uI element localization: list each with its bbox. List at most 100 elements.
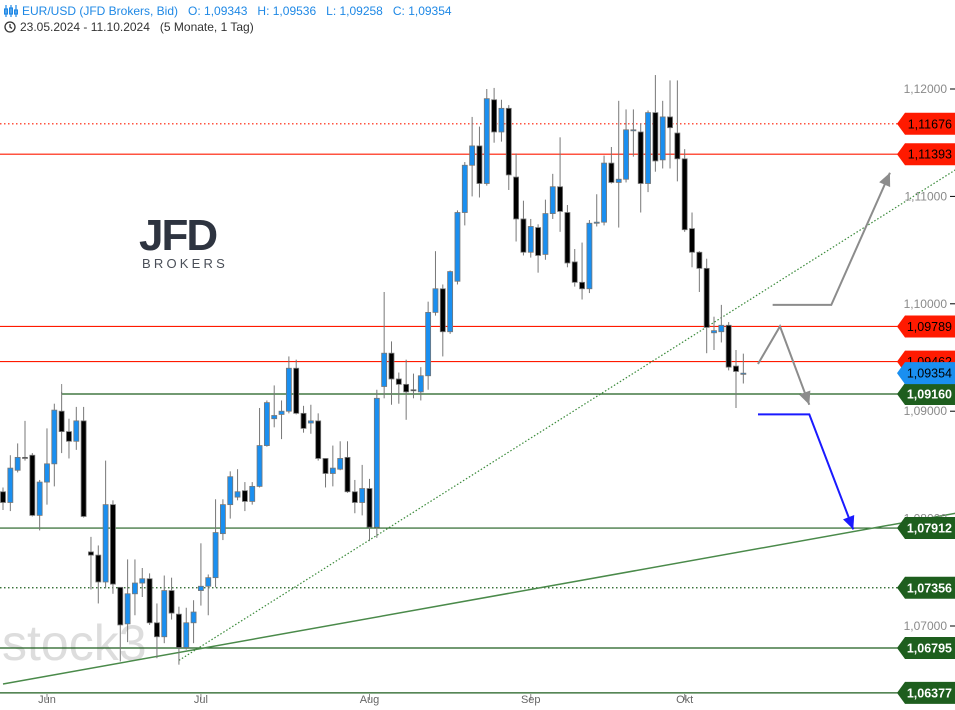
candle-body bbox=[476, 145, 483, 184]
candle bbox=[564, 204, 571, 268]
candle-body bbox=[659, 116, 666, 161]
candle-body bbox=[564, 212, 571, 264]
level-tag: 1,11393 bbox=[897, 143, 955, 166]
candle bbox=[241, 482, 248, 512]
candle-body bbox=[527, 226, 534, 253]
jfd-logo: JFD BROKERS bbox=[139, 211, 225, 271]
bearish-scenario-arrow-head bbox=[843, 515, 855, 530]
candle bbox=[689, 212, 695, 268]
price-tick-label: 1,09000 bbox=[904, 404, 948, 418]
candle bbox=[183, 607, 190, 650]
candle-body bbox=[689, 228, 695, 253]
candle bbox=[102, 460, 109, 589]
candle bbox=[373, 389, 380, 538]
candle bbox=[535, 224, 541, 273]
candle-body bbox=[271, 415, 278, 420]
candle bbox=[205, 574, 212, 616]
price-tick-label: 1,10000 bbox=[904, 297, 948, 311]
candle-body bbox=[329, 467, 336, 474]
candle bbox=[659, 100, 666, 169]
candle-body bbox=[645, 112, 651, 184]
candle-body bbox=[388, 352, 395, 380]
last-price-tag: 1,09354 bbox=[897, 362, 955, 385]
level-tags: 1,116761,113931,097891,094621,091601,079… bbox=[897, 112, 955, 704]
candle-body bbox=[417, 375, 424, 393]
candle bbox=[7, 455, 14, 512]
date-tick-label: Okt bbox=[676, 694, 693, 706]
candle-body bbox=[219, 504, 226, 535]
candle-body bbox=[161, 590, 168, 638]
candle bbox=[359, 464, 366, 516]
level-tag-text: 1,09789 bbox=[907, 320, 952, 334]
candle-body bbox=[95, 554, 102, 583]
candle-body bbox=[381, 352, 388, 387]
candle-body bbox=[198, 585, 204, 591]
level-tag-bg bbox=[897, 637, 955, 660]
candle-body bbox=[373, 397, 380, 528]
candle bbox=[227, 471, 234, 519]
candle-body bbox=[483, 98, 490, 184]
pullback-scenario-arrow bbox=[757, 324, 811, 406]
price-tick-label: 1,07000 bbox=[904, 619, 948, 633]
candle bbox=[718, 304, 725, 343]
candle bbox=[337, 441, 344, 471]
level-tag-text: 1,06795 bbox=[907, 642, 952, 656]
time-axis[interactable]: Jun Jul Aug Sep Okt bbox=[38, 694, 693, 706]
candle bbox=[154, 603, 160, 659]
level-tag: 1,09789 bbox=[897, 315, 955, 338]
level-tag-bg bbox=[897, 315, 955, 338]
candle-body bbox=[80, 420, 87, 517]
bullish-scenario-arrow bbox=[772, 172, 891, 306]
candle-body bbox=[227, 476, 234, 506]
bullish-scenario-arrow-head bbox=[879, 172, 891, 188]
candle-body bbox=[139, 578, 146, 584]
level-tag-text: 1,11393 bbox=[908, 148, 952, 162]
candle-body bbox=[513, 176, 519, 220]
candle bbox=[520, 200, 527, 256]
high-value: H: 1,09536 bbox=[257, 4, 317, 18]
symbol-line: EUR/USD (JFD Brokers, Bid) O: 1,09343 H:… bbox=[4, 3, 452, 19]
candle bbox=[344, 441, 351, 493]
candle-body bbox=[132, 582, 138, 595]
candle-body bbox=[447, 271, 454, 333]
scenario-arrows bbox=[757, 172, 891, 530]
symbol-name[interactable]: EUR/USD (JFD Brokers, Bid) bbox=[22, 4, 179, 18]
candle-body bbox=[44, 463, 50, 483]
candle bbox=[219, 499, 226, 541]
candle bbox=[198, 543, 204, 606]
candle bbox=[58, 391, 65, 454]
level-tag-text: 1,06377 bbox=[907, 686, 952, 700]
candle bbox=[542, 199, 549, 260]
candle-body bbox=[256, 445, 263, 487]
candle bbox=[285, 356, 292, 414]
candle bbox=[586, 220, 593, 294]
logo-brand: JFD bbox=[139, 211, 216, 260]
candle bbox=[491, 87, 498, 143]
low-value: L: 1,09258 bbox=[326, 4, 383, 18]
candle-body bbox=[542, 213, 549, 255]
candle-body bbox=[241, 490, 248, 502]
candle bbox=[212, 499, 219, 588]
candle-body bbox=[190, 611, 197, 624]
candle-body bbox=[351, 491, 358, 503]
date-tick-label: Aug bbox=[360, 694, 380, 706]
level-tag-text: 1,07912 bbox=[907, 522, 952, 536]
candle-body bbox=[505, 107, 512, 176]
candle bbox=[703, 258, 710, 354]
level-tag: 1,07912 bbox=[897, 517, 955, 540]
candle bbox=[667, 80, 673, 169]
candle bbox=[176, 606, 182, 665]
candle-body bbox=[718, 324, 725, 333]
level-tag-bg bbox=[897, 517, 955, 540]
candle-body bbox=[593, 221, 600, 224]
candle bbox=[549, 173, 556, 219]
candle-body bbox=[307, 420, 314, 424]
candle bbox=[447, 270, 454, 334]
candle-body bbox=[249, 485, 256, 502]
candle-body bbox=[73, 420, 80, 442]
candle bbox=[403, 359, 410, 420]
candle bbox=[615, 100, 622, 228]
candle bbox=[315, 413, 322, 461]
level-tag-text: 1,11676 bbox=[908, 117, 952, 131]
